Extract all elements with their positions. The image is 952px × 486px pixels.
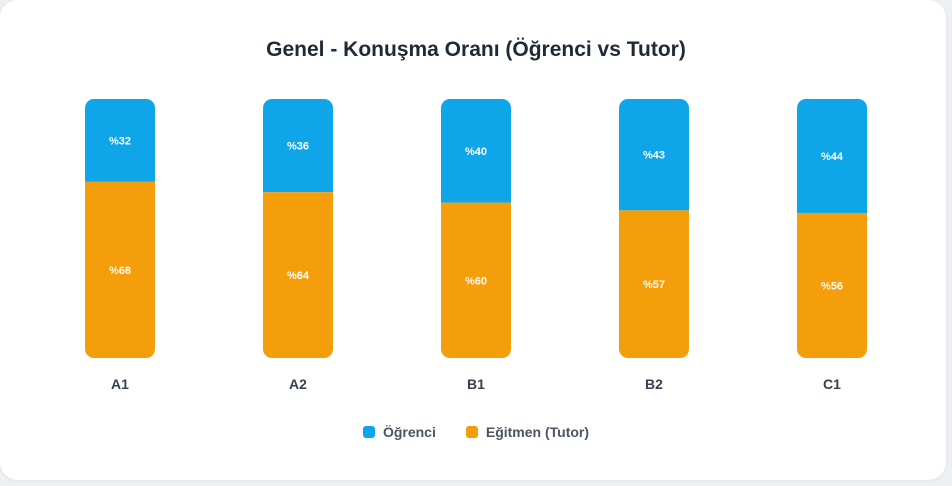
x-tick-label-b2: B2 xyxy=(645,376,663,392)
bar-ogrenci-b1 xyxy=(441,99,511,203)
bar-ogrenci-a2 xyxy=(263,99,333,193)
legend-item-ogrenci[interactable]: Öğrenci xyxy=(362,424,436,440)
data-label-ogrenci-a2: %36 xyxy=(287,141,309,153)
bar-stack-a2 xyxy=(263,99,333,358)
legend-swatch-egitmen xyxy=(465,426,478,438)
bar-ogrenci-c1 xyxy=(797,99,867,213)
data-label-ogrenci-b1: %40 xyxy=(465,146,487,158)
data-label-ogrenci-b2: %43 xyxy=(643,150,665,162)
bar-egitmen-a2 xyxy=(263,192,333,358)
bar-egitmen-c1 xyxy=(797,212,867,358)
legend-item-egitmen[interactable]: Eğitmen (Tutor) xyxy=(465,424,590,440)
bar-stack-b1 xyxy=(441,99,511,358)
bar-egitmen-b2 xyxy=(619,210,689,358)
x-tick-label-b1: B1 xyxy=(467,376,485,392)
data-label-egitmen-b2: %57 xyxy=(643,279,665,291)
data-label-ogrenci-c1: %44 xyxy=(821,151,844,163)
bar-stack-c1 xyxy=(797,99,867,358)
x-tick-label-a1: A1 xyxy=(111,376,129,392)
bar-egitmen-b1 xyxy=(441,202,511,358)
legend-swatch-ogrenci xyxy=(362,426,375,438)
data-label-ogrenci-a1: %32 xyxy=(109,135,131,147)
bar-ogrenci-b2 xyxy=(619,99,689,211)
bar-stack-a1 xyxy=(85,99,155,358)
bar-egitmen-a1 xyxy=(85,181,155,358)
legend-label-egitmen: Eğitmen (Tutor) xyxy=(485,424,590,440)
x-tick-label-a2: A2 xyxy=(289,376,307,392)
legend-label-ogrenci: Öğrenci xyxy=(382,424,436,440)
chart-title: Genel - Konuşma Oranı (Öğrenci vs Tutor) xyxy=(266,38,686,61)
data-label-egitmen-b1: %60 xyxy=(465,275,487,287)
data-label-egitmen-c1: %56 xyxy=(821,280,843,292)
data-label-egitmen-a1: %68 xyxy=(109,265,131,277)
bar-stack-b2 xyxy=(619,99,689,358)
x-tick-label-c1: C1 xyxy=(823,376,841,392)
chart-legend: Öğrenci Eğitmen (Tutor) xyxy=(0,424,952,440)
bar-ogrenci-a1 xyxy=(85,99,155,182)
data-label-egitmen-a2: %64 xyxy=(287,270,310,282)
